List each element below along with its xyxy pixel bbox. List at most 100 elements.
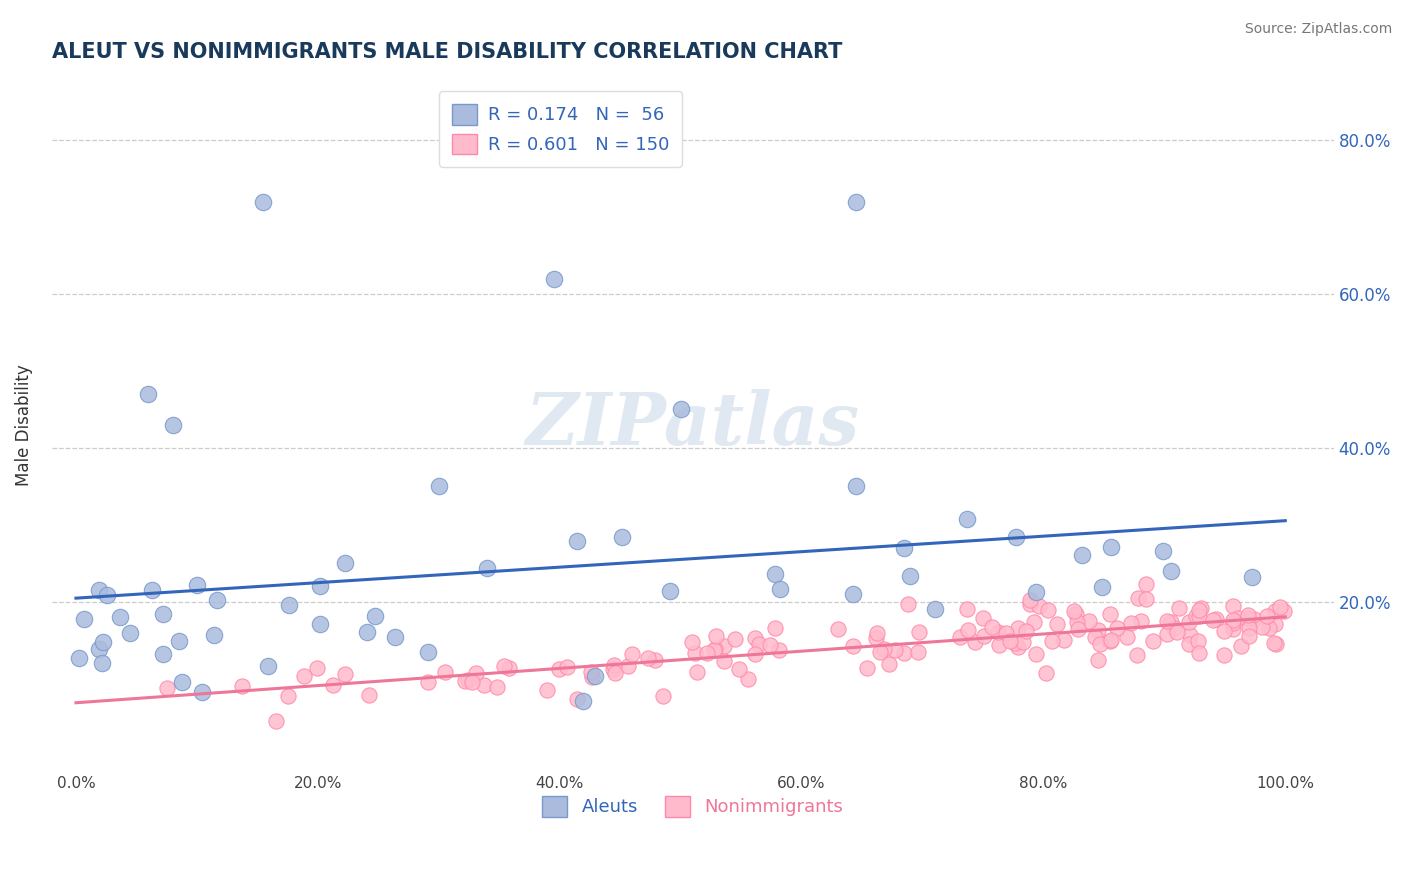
Point: [364, 609, 387, 624]
Point: [602, 662, 624, 676]
Point: [1025, 647, 1047, 661]
Point: [257, 659, 280, 673]
Point: [1066, 615, 1088, 629]
Text: ZIPatlas: ZIPatlas: [526, 389, 859, 460]
Point: [763, 566, 786, 581]
Point: [1156, 614, 1178, 628]
Point: [73, 611, 96, 625]
Point: [1222, 599, 1244, 614]
Point: [1226, 610, 1249, 624]
Point: [907, 645, 929, 659]
Legend: Aleuts, Nonimmigrants: Aleuts, Nonimmigrants: [534, 789, 851, 824]
Point: [1156, 627, 1178, 641]
Point: [155, 681, 177, 695]
Point: [457, 673, 479, 688]
Point: [1168, 601, 1191, 615]
Point: [1091, 580, 1114, 594]
Point: [963, 634, 986, 648]
Point: [172, 675, 194, 690]
Point: [202, 628, 225, 642]
Point: [842, 640, 865, 654]
Point: [152, 648, 174, 662]
Point: [87, 583, 110, 598]
Point: [898, 569, 921, 583]
Point: [384, 630, 406, 644]
Point: [644, 653, 666, 667]
Point: [581, 670, 603, 684]
Point: [333, 667, 356, 681]
Point: [1239, 629, 1261, 643]
Point: [1040, 633, 1063, 648]
Point: [418, 645, 440, 659]
Point: [1116, 630, 1139, 644]
Point: [842, 587, 865, 601]
Point: [565, 692, 588, 706]
Point: [96, 587, 118, 601]
Point: [1007, 640, 1029, 654]
Point: [1142, 633, 1164, 648]
Point: [1087, 624, 1109, 638]
Point: [1188, 647, 1211, 661]
Point: [651, 690, 673, 704]
Point: [696, 646, 718, 660]
Point: [1202, 613, 1225, 627]
Point: [277, 689, 299, 703]
Point: [748, 637, 770, 651]
Point: [957, 624, 980, 638]
Point: [1004, 635, 1026, 649]
Point: [1098, 634, 1121, 648]
Point: [1028, 599, 1050, 613]
Point: [686, 665, 709, 679]
Point: [869, 645, 891, 659]
Point: [704, 628, 727, 642]
Point: [565, 534, 588, 549]
Point: [768, 643, 790, 657]
Point: [1063, 604, 1085, 618]
Point: [138, 387, 160, 401]
Point: [1099, 607, 1122, 621]
Point: [1258, 621, 1281, 635]
Point: [637, 651, 659, 665]
Point: [1256, 608, 1278, 623]
Point: [987, 625, 1010, 640]
Point: [583, 668, 606, 682]
Point: [120, 626, 142, 640]
Point: [1243, 612, 1265, 626]
Point: [1237, 608, 1260, 623]
Point: [1018, 592, 1040, 607]
Point: [1222, 614, 1244, 628]
Point: [1237, 611, 1260, 625]
Point: [907, 624, 929, 639]
Point: [1084, 630, 1107, 644]
Point: [87, 641, 110, 656]
Point: [1188, 608, 1211, 623]
Point: [498, 661, 520, 675]
Point: [357, 689, 380, 703]
Point: [472, 677, 495, 691]
Point: [1188, 603, 1211, 617]
Point: [108, 609, 131, 624]
Point: [949, 630, 972, 644]
Point: [845, 479, 868, 493]
Point: [494, 659, 516, 673]
Point: [307, 661, 329, 675]
Point: [877, 657, 900, 672]
Point: [865, 632, 887, 646]
Point: [723, 632, 745, 646]
Point: [1178, 615, 1201, 630]
Point: [1052, 633, 1074, 648]
Point: [1187, 634, 1209, 648]
Point: [1135, 576, 1157, 591]
Point: [1205, 612, 1227, 626]
Point: [1185, 609, 1208, 624]
Point: [1046, 616, 1069, 631]
Point: [91, 656, 114, 670]
Point: [1160, 564, 1182, 578]
Point: [1230, 639, 1253, 653]
Point: [1268, 600, 1291, 615]
Point: [769, 582, 792, 596]
Point: [1128, 591, 1150, 606]
Point: [1064, 607, 1087, 621]
Point: [186, 578, 208, 592]
Point: [980, 620, 1002, 634]
